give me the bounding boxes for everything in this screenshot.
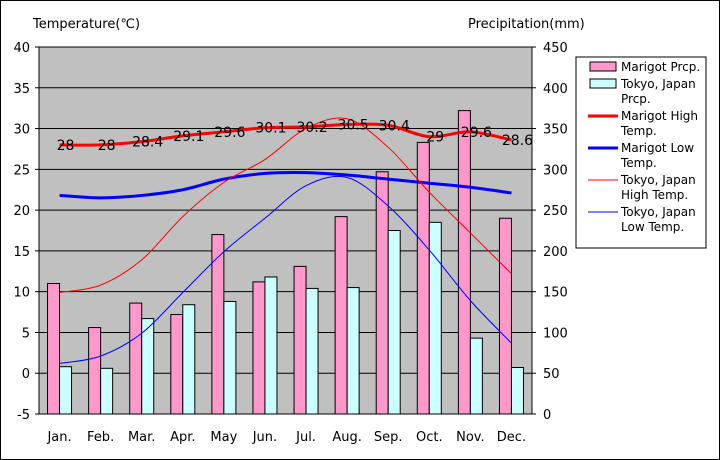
left-tick-label: 30 bbox=[13, 123, 30, 138]
left-tick-label: 0 bbox=[22, 367, 30, 382]
left-tick-label: 10 bbox=[13, 286, 30, 301]
legend-label: Tokyo, Japan Prcp. bbox=[620, 77, 696, 106]
bar bbox=[469, 337, 483, 415]
gridlines bbox=[39, 87, 532, 374]
bar bbox=[334, 216, 348, 415]
x-tick-label: Jan. bbox=[46, 430, 71, 445]
axes: -505101520253035400501001502002503003504… bbox=[13, 41, 567, 445]
bar bbox=[170, 314, 184, 415]
x-tick-label: Sep. bbox=[374, 430, 403, 445]
data-label: 28 bbox=[98, 138, 116, 154]
right-tick-label: 350 bbox=[543, 123, 568, 138]
right-tick-label: 100 bbox=[543, 326, 568, 341]
data-label: 29.6 bbox=[461, 125, 492, 141]
left-tick-label: 35 bbox=[13, 82, 30, 97]
plot-area bbox=[38, 46, 533, 415]
x-tick-label: May bbox=[210, 430, 237, 445]
bar-series bbox=[47, 110, 524, 415]
bar bbox=[223, 300, 237, 415]
right-tick-label: 0 bbox=[543, 408, 551, 423]
bar bbox=[510, 367, 524, 415]
bar bbox=[264, 276, 278, 415]
right-tick-label: 400 bbox=[543, 82, 568, 97]
legend-box bbox=[575, 56, 707, 249]
x-tick-label: Oct. bbox=[416, 430, 443, 445]
bar bbox=[252, 281, 266, 415]
right-axis-title: Precipitation(mm) bbox=[468, 17, 585, 32]
bar bbox=[88, 327, 102, 415]
x-tick-label: Jul. bbox=[295, 430, 316, 445]
left-tick-label: 25 bbox=[13, 163, 30, 178]
series-line bbox=[59, 175, 512, 364]
line-series bbox=[59, 117, 512, 364]
left-axis-title: Temperature(℃) bbox=[32, 17, 140, 32]
bar bbox=[141, 318, 155, 415]
bar bbox=[346, 287, 360, 415]
legend-label: Tokyo, Japan High Temp. bbox=[620, 173, 696, 202]
x-tick-label: Jun. bbox=[252, 430, 277, 445]
right-tick-label: 450 bbox=[543, 41, 568, 56]
data-label: 30.2 bbox=[296, 120, 327, 136]
bar bbox=[129, 302, 143, 415]
data-label: 28.4 bbox=[132, 135, 163, 151]
x-tick-label: Dec. bbox=[497, 430, 526, 445]
left-tick-label: 20 bbox=[13, 204, 30, 219]
data-label: 28.6 bbox=[502, 133, 533, 149]
data-label: 30.1 bbox=[255, 121, 286, 137]
x-tick-label: Mar. bbox=[128, 430, 155, 445]
data-label: 29 bbox=[426, 130, 444, 146]
series-line bbox=[59, 170, 512, 200]
bar bbox=[375, 171, 389, 415]
data-label: 28 bbox=[57, 138, 75, 154]
data-label: 30.5 bbox=[338, 117, 369, 133]
legend-swatch bbox=[589, 61, 617, 72]
right-tick-label: 200 bbox=[543, 245, 568, 260]
left-tick-label: 15 bbox=[13, 245, 30, 260]
legend-swatch bbox=[589, 78, 617, 89]
bar bbox=[498, 217, 512, 415]
legend: Marigot Prcp. Tokyo, Japan Prcp. Marigot Hi… bbox=[588, 60, 700, 234]
bar bbox=[59, 366, 73, 415]
x-tick-label: Nov. bbox=[456, 430, 485, 445]
left-tick-label: -5 bbox=[17, 408, 30, 423]
x-tick-label: Feb. bbox=[87, 430, 114, 445]
legend-label: Tokyo, Japan Low Temp. bbox=[620, 205, 696, 234]
bar bbox=[47, 283, 61, 415]
right-tick-label: 300 bbox=[543, 163, 568, 178]
bar bbox=[457, 110, 471, 415]
series-line bbox=[59, 122, 512, 147]
left-tick-label: 40 bbox=[13, 41, 30, 56]
legend-label: Marigot Prcp. bbox=[621, 60, 700, 74]
x-tick-label: Aug. bbox=[332, 430, 362, 445]
bar bbox=[428, 221, 442, 415]
data-label: 30.4 bbox=[379, 118, 410, 134]
right-tick-label: 50 bbox=[543, 367, 560, 382]
legend-label: Marigot Low Temp. bbox=[620, 141, 694, 170]
data-label: 29.6 bbox=[214, 125, 245, 141]
series-line bbox=[59, 117, 512, 293]
right-tick-label: 250 bbox=[543, 204, 568, 219]
legend-label: Marigot High Temp. bbox=[620, 109, 698, 138]
right-tick-label: 150 bbox=[543, 286, 568, 301]
bar bbox=[305, 287, 319, 415]
x-tick-label: Apr. bbox=[170, 430, 195, 445]
bar bbox=[182, 304, 196, 415]
bar bbox=[387, 230, 401, 415]
data-label: 29.1 bbox=[173, 129, 204, 145]
data-labels: 28 28 28.4 29.1 29.6 30.1 30.2 30.5 30.4 29 29.6 28… bbox=[57, 117, 534, 153]
left-tick-label: 5 bbox=[22, 326, 30, 341]
bar bbox=[293, 265, 307, 415]
bar bbox=[100, 367, 114, 415]
